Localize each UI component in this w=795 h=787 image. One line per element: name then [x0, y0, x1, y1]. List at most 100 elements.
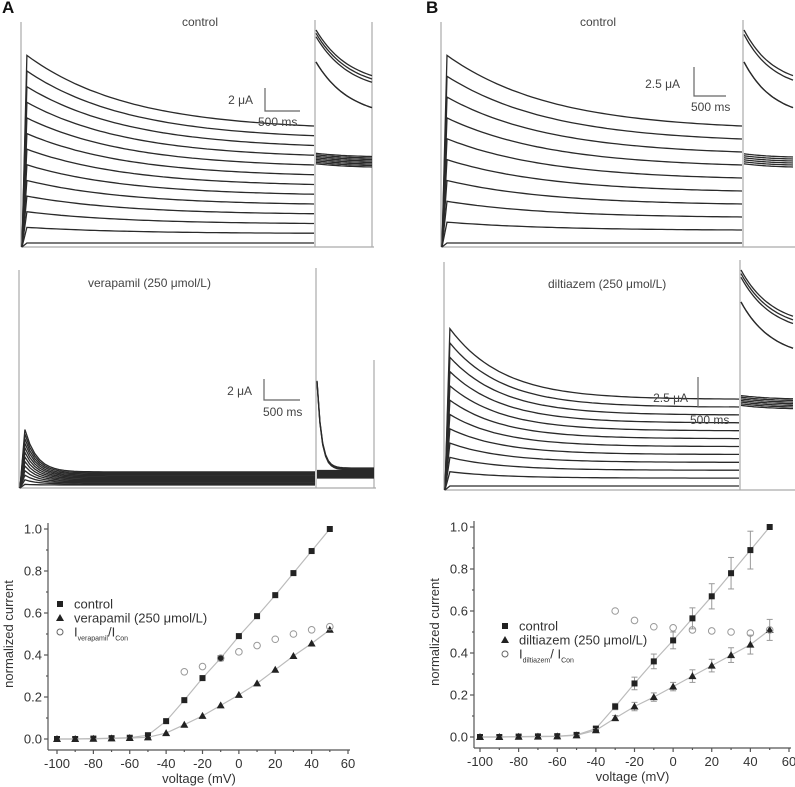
scale-time-label: 500 ms: [690, 413, 729, 427]
current-sweep: [19, 445, 315, 489]
trace-panel-b-diltiazem: [443, 260, 795, 491]
data-point-square: [163, 718, 170, 725]
tail-current-sweep: [743, 153, 794, 158]
data-point-square: [689, 615, 696, 622]
data-point-triangle: [162, 729, 171, 737]
data-point-circle: [326, 622, 334, 631]
current-sweep: [21, 116, 315, 248]
current-sweep: [444, 384, 739, 491]
current-sweep: [444, 341, 740, 491]
legend-label: verapamil (250 μmol/L): [74, 611, 207, 626]
legend-square-icon: [502, 623, 508, 629]
iv-plot-a: 0.0 0.2 0.4 0.6 0.8 1.0 -100 -80 -60 -40 -20 0 20 40 6…: [1, 522, 355, 787]
data-point-square: [217, 655, 224, 662]
series-circle-open: [611, 607, 774, 637]
x-tick-label: 40: [743, 754, 757, 769]
x-tick-label: -60: [548, 754, 567, 769]
tail-current-sweep: [743, 34, 794, 81]
data-point-triangle: [533, 732, 542, 740]
data-point-triangle: [198, 711, 207, 719]
data-point-square: [728, 570, 735, 577]
x-tick-label: -40: [586, 754, 605, 769]
current-sweep: [21, 179, 315, 248]
scale-bar-a-verapamil: 2 μA 500 ms: [227, 379, 302, 419]
tail-current-sweep: [743, 161, 794, 166]
series-triangle: [476, 618, 774, 740]
x-tick-label: -40: [157, 756, 176, 771]
current-sweep: [19, 469, 315, 489]
data-point-circle: [235, 648, 243, 656]
tail-current-sweep: [740, 399, 793, 405]
tail-current-sweep: [740, 401, 794, 407]
data-point-triangle: [669, 682, 678, 690]
data-point-triangle: [71, 735, 80, 742]
legend-circle-icon: [56, 628, 64, 636]
tail-current-sweep: [315, 36, 373, 83]
tail-current-sweep: [315, 155, 373, 161]
scale-time-label: 500 ms: [258, 115, 297, 129]
data-point-triangle: [553, 732, 562, 740]
x-tick-label: -80: [84, 756, 103, 771]
series-line: [480, 629, 771, 738]
current-sweep: [21, 132, 315, 248]
tail-current-sweep: [740, 273, 794, 321]
x-tick-label: 20: [268, 756, 282, 771]
data-point-triangle: [611, 714, 620, 722]
current-sweep: [441, 158, 743, 248]
data-point-circle: [180, 668, 189, 676]
tail-current-sweep: [743, 163, 794, 168]
current-sweep: [19, 429, 315, 489]
panel-label-a: A: [2, 0, 15, 17]
data-point-square: [650, 658, 657, 665]
y-tick-label: 0.2: [24, 690, 42, 705]
current-sweep: [441, 200, 743, 248]
data-point-triangle: [53, 735, 61, 742]
panel-label-b: B: [426, 0, 439, 17]
scale-current-label: 2.5 μA: [653, 391, 688, 405]
scale-current-label: 2 μA: [228, 93, 253, 107]
current-sweep: [441, 75, 743, 248]
data-point-square: [254, 613, 261, 620]
data-point-triangle: [89, 734, 98, 742]
y-tick-label: 0.4: [450, 646, 468, 661]
data-point-triangle: [688, 672, 697, 680]
data-point-square: [612, 703, 619, 710]
y-tick-label: 0.6: [24, 606, 42, 621]
x-tick-label: -60: [120, 756, 139, 771]
data-point-circle: [611, 607, 619, 615]
current-sweep: [441, 221, 742, 248]
current-sweep: [19, 464, 315, 489]
tail-current-sweep: [740, 394, 793, 400]
data-point-triangle: [307, 639, 316, 647]
current-sweep: [444, 413, 739, 491]
x-tick-label: -20: [193, 756, 212, 771]
data-point-square: [708, 593, 715, 600]
data-point-triangle: [325, 625, 334, 633]
y-tick-label: 1.0: [24, 522, 42, 537]
x-tick-label: -80: [509, 754, 528, 769]
data-point-triangle: [727, 651, 736, 659]
tail-current-sweep: [315, 161, 373, 167]
tail-current-sweep: [743, 159, 794, 164]
legend-label: diltiazem (250 μmol/L): [519, 633, 647, 648]
series-line: [57, 629, 331, 740]
tail-current-sweep: [315, 152, 373, 158]
current-sweep: [19, 455, 315, 489]
trace-panel-b-control: [440, 20, 795, 248]
current-sweep: [21, 101, 315, 248]
current-sweep: [444, 442, 739, 491]
data-point-triangle: [143, 733, 152, 741]
data-point-triangle: [216, 701, 225, 709]
tail-current-sweep: [743, 61, 794, 109]
trace-title-a-control: control: [182, 15, 218, 29]
x-tick-label: -20: [625, 754, 644, 769]
current-sweep: [19, 474, 315, 489]
data-point-circle: [630, 616, 639, 625]
current-sweep: [444, 456, 739, 491]
data-point-circle: [216, 654, 225, 662]
tail-current-sweep: [315, 154, 373, 159]
y-tick-label: 0.4: [24, 648, 42, 663]
